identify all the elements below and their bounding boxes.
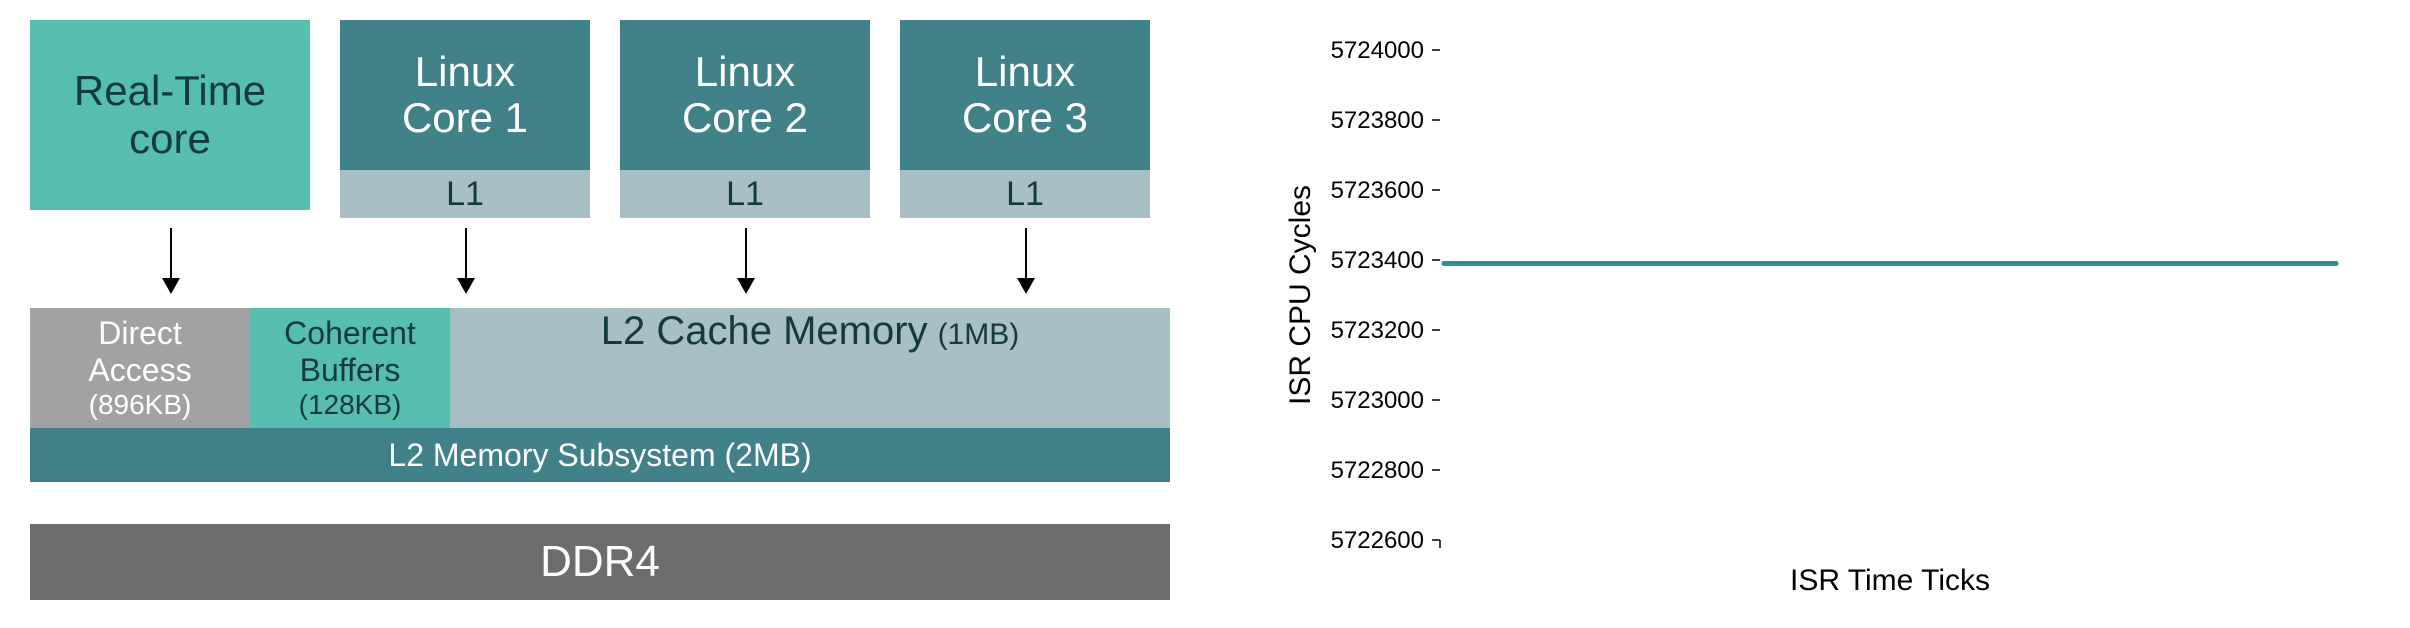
l2-row: Direct Access (896KB) Coherent Buffers (… [30,308,1170,428]
rt-core-line1: Real-Time [74,67,266,114]
svg-text:ISR Time Ticks: ISR Time Ticks [1790,564,1990,597]
direct-access-t2: Access [88,352,191,389]
ddr4-block: DDR4 [30,524,1170,600]
svg-text:5722800: 5722800 [1331,457,1424,484]
svg-text:ISR CPU Cycles: ISR CPU Cycles [1284,185,1317,405]
linux-core-3: Linux Core 3 L1 [900,20,1150,218]
arrow-icon [745,228,747,292]
linux-core-2-header: Linux Core 2 [620,20,870,170]
direct-access-t3: (896KB) [89,389,192,421]
coherent-t1: Coherent [284,315,416,352]
arrow-icon [170,228,172,292]
direct-access-block: Direct Access (896KB) [30,308,250,428]
arrows-row [30,228,1170,308]
linux-core-2-l1: L1 [620,170,870,218]
cores-row: Real-Time core Linux Core 1 L1 Linux Cor… [30,20,1170,218]
svg-text:5723000: 5723000 [1331,387,1424,414]
linux-core-3-line1: Linux [975,48,1075,95]
linux-core-3-header: Linux Core 3 [900,20,1150,170]
svg-text:5723200: 5723200 [1331,317,1424,344]
isr-chart: 5722600 5722800 5723000 5723200 5723400 57236… [1170,20,2390,600]
linux-core-1: Linux Core 1 L1 [340,20,590,218]
direct-access-t1: Direct [98,315,182,352]
svg-text:5722600: 5722600 [1331,527,1424,554]
l2-subsystem-block: L2 Memory Subsystem (2MB) [30,428,1170,482]
arrow-icon [465,228,467,292]
linux-core-2-line1: Linux [695,48,795,95]
coherent-t2: Buffers [300,352,401,389]
svg-text:5723400: 5723400 [1331,247,1424,274]
linux-core-1-line2: Core 1 [402,94,528,141]
linux-core-2: Linux Core 2 L1 [620,20,870,218]
linux-core-3-line2: Core 3 [962,94,1088,141]
l2-cache-block: L2 Cache Memory (1MB) [450,308,1170,428]
linux-core-1-l1: L1 [340,170,590,218]
real-time-core-block: Real-Time core [30,20,310,210]
coherent-buffers-block: Coherent Buffers (128KB) [250,308,450,428]
architecture-diagram: Real-Time core Linux Core 1 L1 Linux Cor… [30,20,1170,600]
svg-text:5724000: 5724000 [1331,37,1424,64]
svg-text:5723600: 5723600 [1331,177,1424,204]
linux-core-3-l1: L1 [900,170,1150,218]
linux-core-2-line2: Core 2 [682,94,808,141]
arrow-icon [1025,228,1027,292]
linux-core-1-line1: Linux [415,48,515,95]
coherent-t3: (128KB) [299,389,402,421]
svg-text:5723800: 5723800 [1331,107,1424,134]
l2-cache-t1: L2 Cache Memory [601,308,928,354]
isr-chart-svg: 5722600 5722800 5723000 5723200 5723400 57236… [1270,30,2390,610]
linux-core-1-header: Linux Core 1 [340,20,590,170]
l2-cache-t2: (1MB) [938,318,1020,353]
rt-core-line2: core [129,115,211,162]
